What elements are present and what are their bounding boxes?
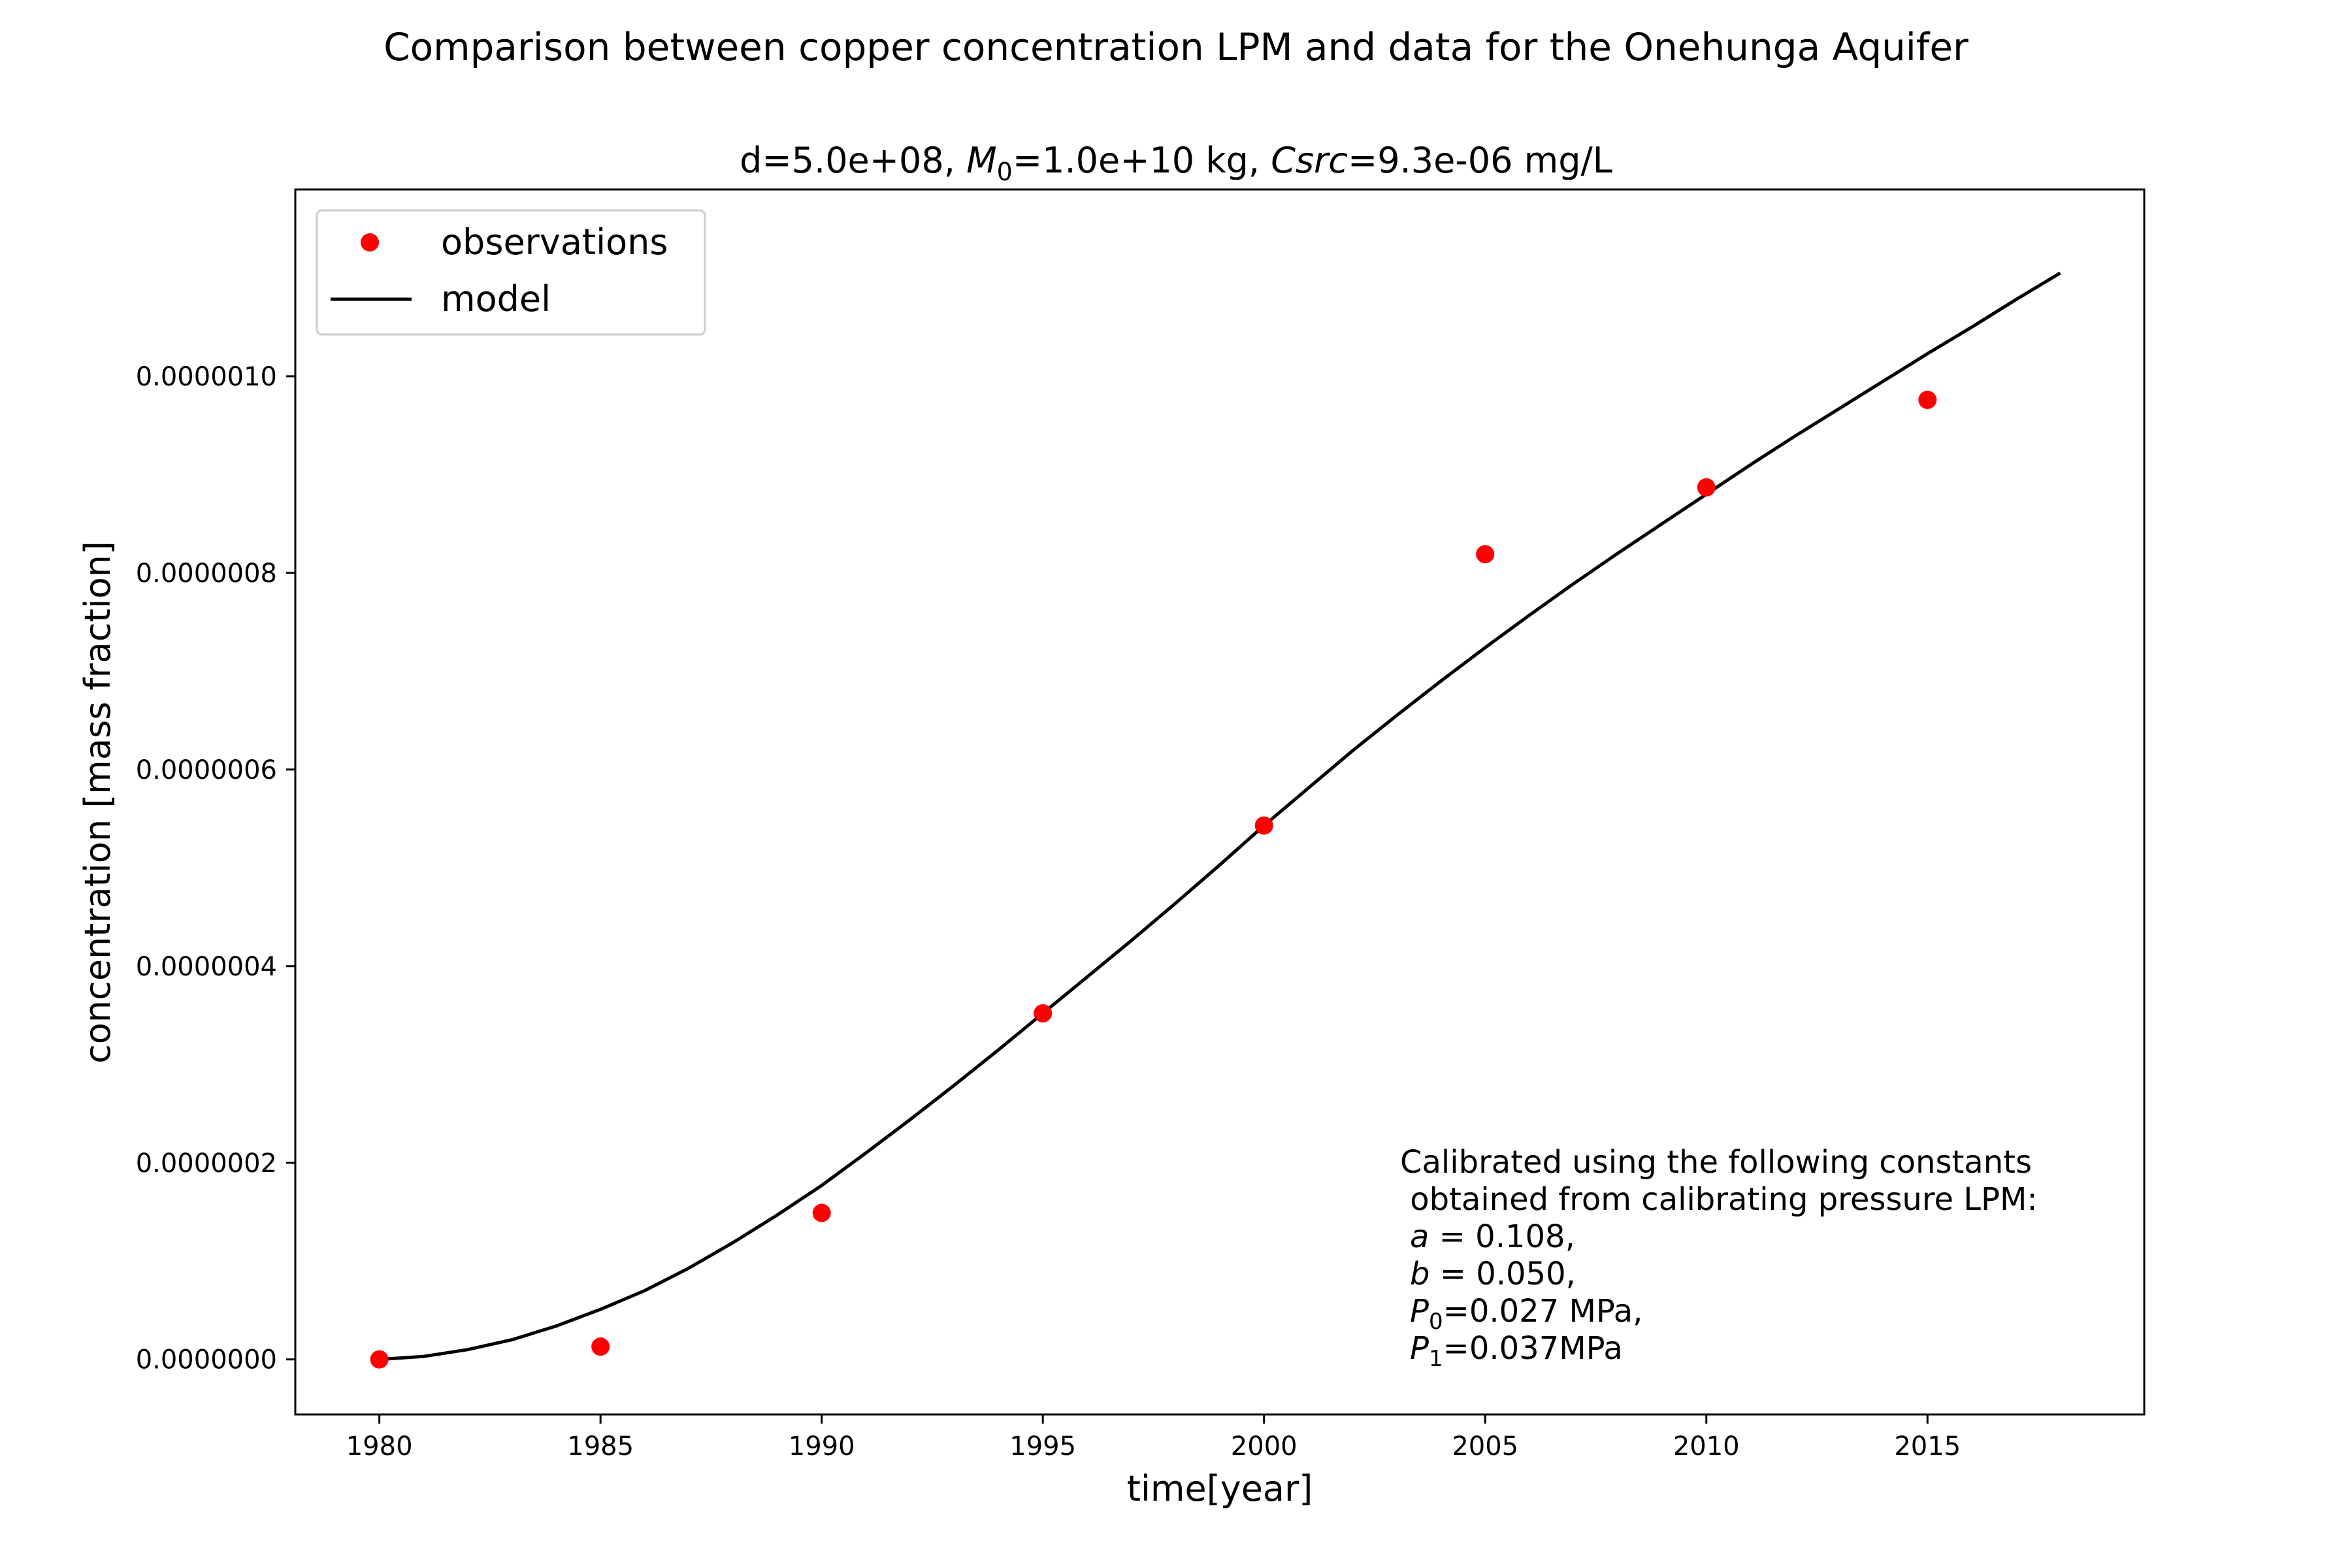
y-axis-label: concentration [mass fraction] <box>77 541 118 1064</box>
title-m-sub: 0 <box>997 157 1013 186</box>
y-tick-label: 0.0000004 <box>136 952 277 982</box>
observation-point <box>1034 1004 1053 1023</box>
legend: observations model <box>316 209 706 336</box>
x-tick-label: 1980 <box>346 1431 413 1462</box>
annotation-p1: P1=0.037MPa <box>1410 1330 1623 1372</box>
title-csrc-value: =9.3e-06 mg/L <box>1348 140 1612 181</box>
observation-point <box>1476 545 1495 564</box>
legend-observations-label: observations <box>441 221 668 263</box>
observation-points <box>370 391 1937 1369</box>
title-csrc-symbol: Csrc <box>1271 140 1348 181</box>
legend-frame <box>316 209 706 336</box>
observation-point <box>1918 391 1937 410</box>
y-tick-label: 0.0000000 <box>136 1345 277 1375</box>
annotation-b: b = 0.050, <box>1410 1256 1576 1292</box>
observation-point <box>370 1350 389 1369</box>
y-tick-label: 0.0000002 <box>136 1149 277 1179</box>
title-m-value: =1.0e+10 kg, <box>1013 140 1271 181</box>
x-tick-label: 2000 <box>1231 1431 1298 1462</box>
annotation-a: a = 0.108, <box>1410 1218 1575 1255</box>
observation-point <box>1697 478 1716 497</box>
observation-point <box>591 1337 610 1356</box>
chart-suptitle: Comparison between copper concentration … <box>384 25 1968 69</box>
calibration-annotation: Calibrated using the following constants… <box>1400 1144 2038 1372</box>
x-tick-label: 2005 <box>1452 1431 1518 1462</box>
x-axis-ticks: 1980 1985 1990 1995 2000 2005 2010 2015 <box>346 1414 1961 1462</box>
title-d-part: d=5.0e+08, <box>740 140 966 181</box>
y-axis-ticks: 0.0000000 0.0000002 0.0000004 0.0000006 0.00… <box>136 362 295 1375</box>
annotation-line-2: obtained from calibrating pressure LPM: <box>1400 1181 2038 1218</box>
x-tick-label: 2010 <box>1673 1431 1740 1462</box>
model-line <box>379 271 2061 1362</box>
legend-model-label: model <box>441 278 551 319</box>
x-tick-label: 2015 <box>1894 1431 1961 1462</box>
annotation-p0: P0=0.027 MPa, <box>1410 1293 1642 1335</box>
y-tick-label: 0.0000010 <box>136 362 277 392</box>
legend-observations-marker <box>361 233 379 252</box>
y-tick-label: 0.0000008 <box>136 559 277 589</box>
x-tick-label: 1990 <box>789 1431 855 1462</box>
annotation-line-1: Calibrated using the following constants <box>1400 1144 2032 1181</box>
x-tick-label: 1995 <box>1009 1431 1076 1462</box>
plot-area <box>294 188 2146 1416</box>
observation-point <box>812 1203 831 1222</box>
x-axis-label: time[year] <box>1127 1468 1313 1509</box>
y-tick-label: 0.0000006 <box>136 755 277 785</box>
x-tick-label: 1985 <box>567 1431 634 1462</box>
title-m-symbol: M <box>966 140 997 181</box>
observation-point <box>1254 816 1273 835</box>
chart-title: d=5.0e+08, M0=1.0e+10 kg, Csrc=9.3e-06 m… <box>740 140 1612 186</box>
